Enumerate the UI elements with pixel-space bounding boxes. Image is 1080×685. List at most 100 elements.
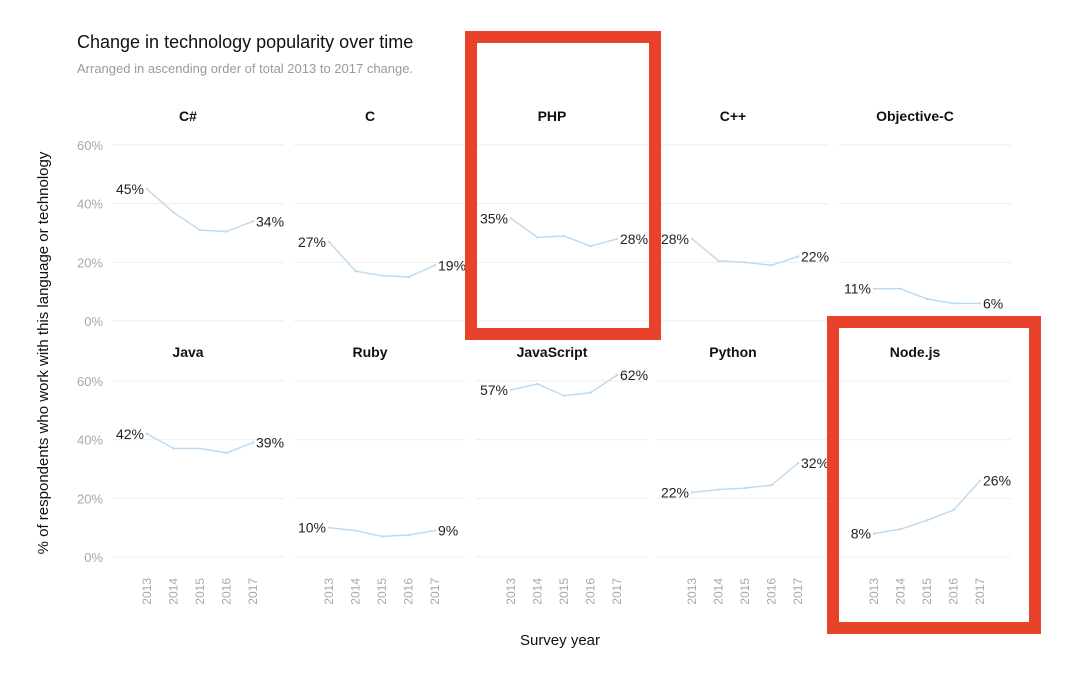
data-point: [899, 287, 902, 290]
y-tick-label: 40%: [77, 197, 103, 212]
y-tick-label: 0%: [84, 550, 103, 565]
x-tick-label: 2015: [738, 578, 752, 605]
x-tick-label: 2013: [867, 578, 881, 605]
data-point: [145, 187, 149, 191]
end-value-label: 6%: [983, 295, 1003, 311]
x-tick-label: 2015: [193, 578, 207, 605]
series-line: [328, 526, 436, 538]
data-point: [536, 236, 539, 239]
data-point: [509, 388, 513, 391]
data-point: [978, 479, 982, 482]
data-point: [407, 275, 410, 279]
data-point: [198, 228, 202, 232]
highlight-box: [465, 31, 661, 340]
data-point: [198, 447, 202, 450]
y-tick-label: 20%: [77, 491, 103, 506]
panel-python: Python 22% 32% 2013 2014 2015 2016 2017: [657, 344, 829, 605]
panel-title: JavaScript: [517, 344, 588, 360]
data-point: [536, 382, 539, 386]
y-tick-label: 60%: [77, 138, 103, 153]
panel-c-: C++ 28% 22%: [657, 108, 829, 322]
data-point: [978, 302, 982, 305]
end-value-label: 22%: [801, 248, 829, 264]
data-point: [925, 297, 929, 301]
series-line: [874, 288, 980, 305]
panel-title: Ruby: [353, 344, 388, 360]
start-value-label: 42%: [116, 426, 144, 442]
data-point: [770, 483, 773, 487]
data-point: [872, 287, 876, 290]
data-point: [952, 508, 955, 512]
data-point: [433, 264, 437, 267]
data-point: [225, 230, 228, 233]
x-tick-label: 2013: [140, 578, 154, 605]
x-tick-label: 2016: [765, 578, 779, 605]
x-tick-label: 2013: [322, 578, 336, 605]
end-value-label: 39%: [256, 435, 284, 451]
data-point: [952, 302, 955, 305]
panel-java: Java 42% 39% 2013 2014 2015 2016 2017: [112, 344, 284, 605]
x-tick-label: 2014: [894, 578, 908, 605]
data-point: [690, 491, 694, 494]
data-point: [562, 234, 566, 238]
series-line: [510, 374, 618, 397]
x-tick-label: 2017: [428, 578, 442, 605]
data-point: [251, 220, 255, 223]
x-tick-label: 2014: [349, 578, 363, 605]
x-tick-label: 2015: [557, 578, 571, 605]
panel-title: C++: [720, 108, 746, 124]
end-value-label: 32%: [801, 455, 829, 471]
data-point: [251, 441, 255, 444]
chart-title: Change in technology popularity over tim…: [77, 32, 413, 52]
data-point: [225, 451, 228, 455]
end-value-label: 28%: [620, 231, 648, 247]
end-value-label: 62%: [620, 367, 648, 383]
data-point: [717, 488, 720, 491]
data-point: [509, 217, 513, 220]
data-point: [354, 269, 357, 273]
panel-title: Python: [709, 344, 756, 360]
series-line: [146, 433, 254, 454]
panel-objective-c: Objective-C 11% 6%: [839, 108, 1011, 322]
data-point: [354, 529, 357, 532]
y-tick-label: 20%: [77, 255, 103, 270]
x-tick-label: 2013: [685, 578, 699, 605]
x-tick-label: 2014: [712, 578, 726, 605]
start-value-label: 22%: [661, 484, 689, 500]
start-value-label: 11%: [844, 281, 871, 297]
start-value-label: 27%: [298, 234, 326, 250]
data-point: [899, 527, 902, 531]
data-point: [925, 519, 929, 522]
y-axis-label: % of respondents who work with this lang…: [35, 151, 52, 554]
start-value-label: 35%: [480, 210, 508, 226]
x-tick-label: 2014: [531, 578, 545, 605]
data-point: [796, 255, 800, 258]
x-tick-label: 2016: [402, 578, 416, 605]
data-point: [589, 391, 592, 394]
x-tick-label: 2017: [791, 578, 805, 605]
x-tick-label: 2016: [220, 578, 234, 605]
data-point: [615, 373, 619, 377]
data-point: [770, 264, 773, 267]
start-value-label: 8%: [851, 526, 871, 542]
start-value-label: 45%: [116, 181, 144, 197]
data-point: [562, 394, 566, 397]
data-point: [172, 211, 175, 214]
data-point: [743, 261, 747, 264]
data-point: [172, 447, 175, 450]
panel-title: Node.js: [890, 344, 941, 360]
data-point: [327, 526, 331, 529]
chart-subtitle: Arranged in ascending order of total 201…: [77, 61, 413, 76]
x-tick-label: 2017: [973, 578, 987, 605]
end-value-label: 34%: [256, 213, 284, 229]
panel-title: PHP: [538, 108, 567, 124]
x-tick-label: 2013: [504, 578, 518, 605]
panel-php: PHP 35% 28%: [476, 108, 648, 322]
series-line: [328, 241, 436, 278]
x-axis-label: Survey year: [520, 632, 600, 649]
x-tick-label: 2015: [375, 578, 389, 605]
start-value-label: 28%: [661, 231, 689, 247]
series-line: [146, 188, 254, 233]
x-tick-label: 2016: [947, 578, 961, 605]
